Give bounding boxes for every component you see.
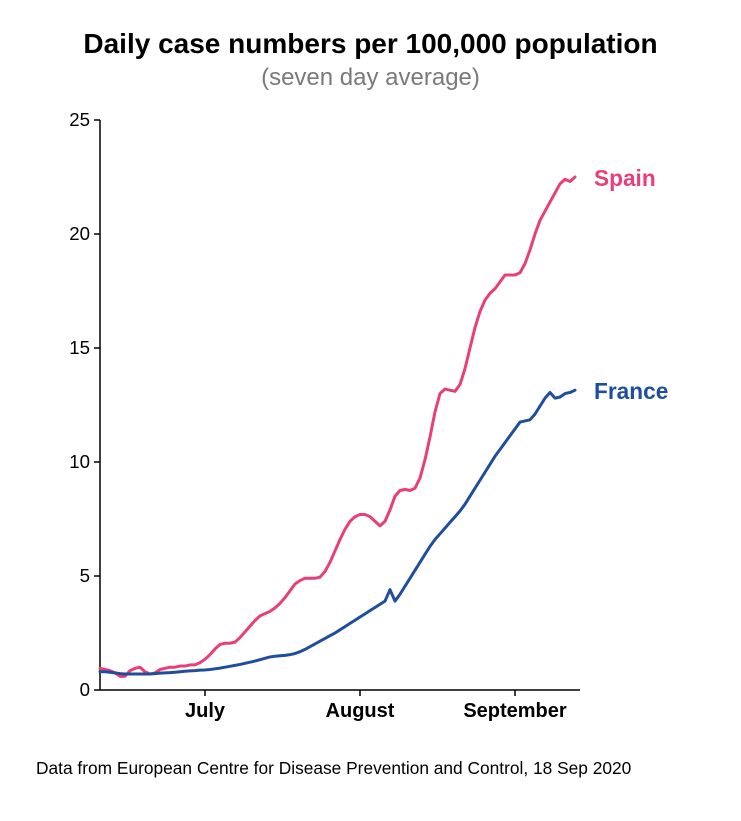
y-tick-label: 15 — [50, 337, 90, 359]
y-tick-label: 10 — [50, 451, 90, 473]
series-label-spain: Spain — [594, 165, 656, 192]
page: Daily case numbers per 100,000 populatio… — [0, 0, 741, 821]
y-tick-label: 20 — [50, 223, 90, 245]
series-line-spain — [100, 177, 575, 676]
series-label-france: France — [594, 378, 668, 405]
y-tick-label: 0 — [50, 679, 90, 701]
series-line-france — [100, 390, 575, 674]
chart-footer: Data from European Centre for Disease Pr… — [36, 758, 631, 779]
chart-title: Daily case numbers per 100,000 populatio… — [0, 28, 741, 60]
chart-svg — [92, 118, 732, 748]
y-tick-label: 5 — [50, 565, 90, 587]
title-block: Daily case numbers per 100,000 populatio… — [0, 28, 741, 92]
chart-subtitle: (seven day average) — [0, 64, 741, 92]
chart-area: 0510152025JulyAugustSeptemberSpainFrance — [100, 120, 740, 750]
x-tick-label: August — [300, 700, 420, 723]
x-tick-label: September — [455, 700, 575, 723]
x-tick-label: July — [145, 700, 265, 723]
y-tick-label: 25 — [50, 109, 90, 131]
